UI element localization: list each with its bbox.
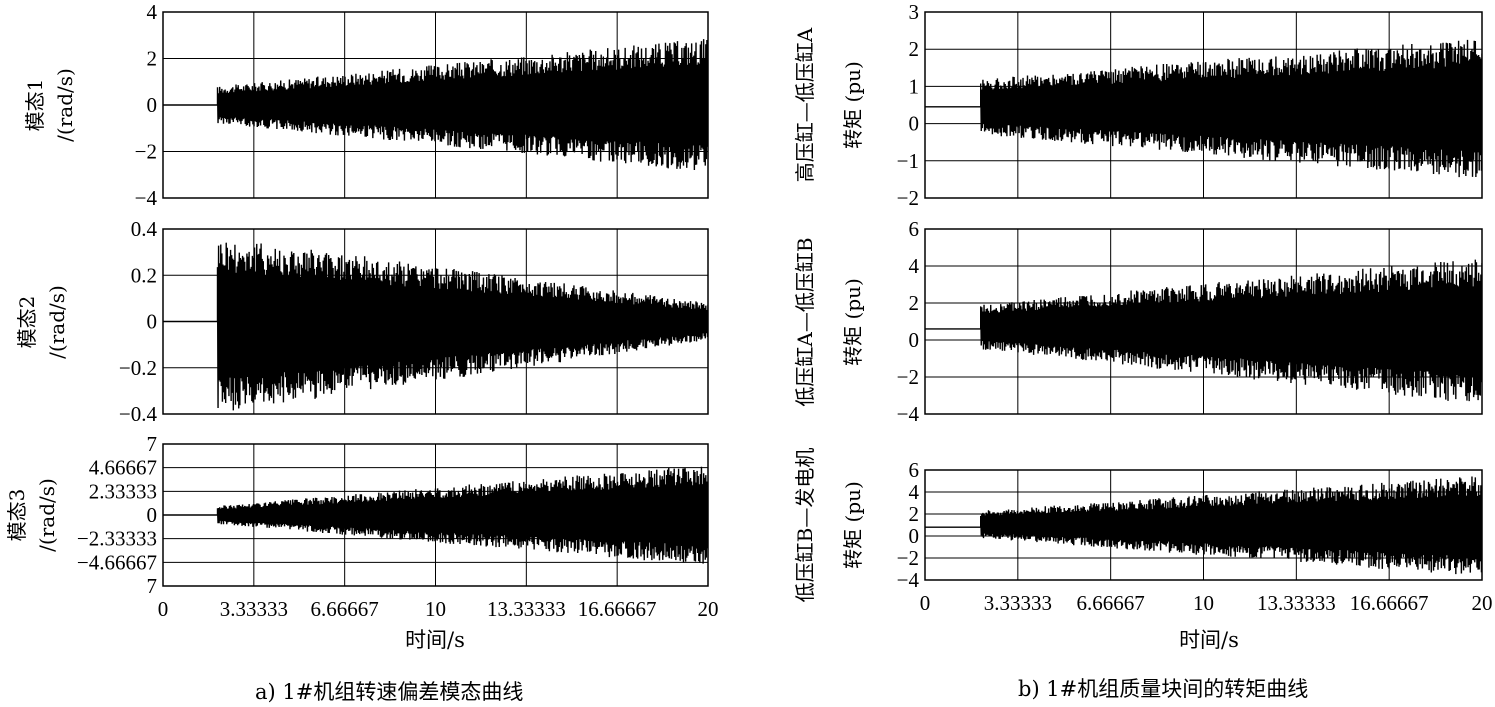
y-tick-label: 4	[147, 0, 158, 24]
y-axis-label-line1: 低压缸A—低压缸B	[793, 237, 817, 406]
y-tick-label: 6	[909, 458, 920, 482]
series-line	[163, 39, 708, 171]
y-tick-label: −4	[897, 402, 920, 426]
y-axis-label-line2: 转矩 (pu)	[841, 481, 865, 569]
y-tick-label: −2.33333	[77, 527, 157, 551]
y-tick-label: 2.33333	[89, 479, 157, 503]
series-line	[925, 259, 1482, 402]
x-tick-label: 6.66667	[311, 597, 379, 621]
y-tick-label: −4.66667	[77, 550, 157, 574]
x-tick-label: 16.66667	[1350, 591, 1429, 615]
y-tick-label: 1	[909, 74, 920, 98]
y-tick-label: −4	[135, 186, 158, 210]
x-tick-label: 16.66667	[578, 597, 657, 621]
y-axis-label-line2: /(rad/s)	[45, 285, 69, 359]
x-tick-label: 6.66667	[1077, 591, 1145, 615]
chart-a2: 0.4 0.2 0 −0.2 −0.4 模态2/(rad/s)	[15, 217, 709, 426]
y-tick-label: 0	[909, 328, 920, 352]
y-axis-label-line2: 转矩 (pu)	[841, 61, 865, 149]
chart-panels: 420−2−4模态1/(rad/s)0.40.20−0.2−0.4模态2/(ra…	[5, 0, 1493, 621]
y-tick-label: 0	[147, 310, 158, 334]
y-axis-label-line2: 转矩 (pu)	[841, 278, 865, 366]
y-tick-label: 4.66667	[89, 456, 157, 480]
series-line	[925, 476, 1482, 575]
y-tick-label: 4	[909, 480, 920, 504]
y-axis-label-line1: 模态2	[15, 296, 39, 349]
x-tick-label: 20	[698, 597, 719, 621]
y-tick-label: 0	[909, 524, 920, 548]
y-tick-label: −2	[897, 365, 919, 389]
x-tick-label: 0	[920, 591, 931, 615]
chart-a1: 4 2 0 −2 −4 模态1/(rad/s)	[23, 0, 709, 210]
y-axis-label-line1: 高压缸—低压缸A	[793, 27, 817, 182]
y-axis-label-line2: /(rad/s)	[53, 68, 77, 142]
y-tick-label: 2	[909, 291, 920, 315]
x-axis-label-left: 时间/s	[405, 628, 465, 652]
y-tick-label: 4	[909, 254, 920, 278]
y-tick-label: −4	[897, 568, 920, 592]
y-tick-label: −2	[897, 546, 919, 570]
x-tick-label: 10	[425, 597, 446, 621]
caption-right: b) 1#机组质量块间的转矩曲线	[1018, 677, 1309, 701]
y-tick-label: 2	[909, 502, 920, 526]
y-tick-label: 3	[909, 0, 920, 24]
y-tick-label: −2	[897, 186, 919, 210]
y-tick-label: 2	[909, 37, 920, 61]
x-axis-label-right: 时间/s	[1179, 628, 1239, 652]
y-axis-label-line1: 模态3	[5, 489, 29, 542]
y-tick-label: 0.4	[131, 217, 158, 241]
y-tick-label: 7	[147, 432, 158, 456]
y-tick-label: 0	[147, 93, 158, 117]
y-tick-label: −0.2	[119, 356, 157, 380]
x-tick-label: 0	[158, 597, 169, 621]
y-tick-label: −1	[897, 149, 919, 173]
series-line	[163, 242, 708, 411]
y-tick-label: 0	[909, 112, 920, 136]
chart-b2: 6 4 2 0 −2 −4 低压缸A—低压缸B 转矩 (pu)	[793, 217, 1483, 426]
y-tick-label: 6	[909, 217, 920, 241]
y-tick-label: 0.2	[131, 263, 157, 287]
y-tick-label: 7	[147, 574, 158, 598]
y-axis-label-line2: /(rad/s)	[35, 478, 59, 552]
y-tick-label: −0.4	[119, 402, 158, 426]
y-tick-label: 2	[147, 47, 158, 71]
x-tick-label: 3.33333	[220, 597, 288, 621]
series-line	[163, 466, 708, 564]
x-tick-label: 10	[1193, 591, 1214, 615]
y-tick-label: 0	[147, 503, 158, 527]
x-tick-label: 20	[1472, 591, 1493, 615]
y-axis-label-line1: 低压缸B—发电机	[793, 448, 817, 603]
y-tick-label: −2	[135, 140, 157, 164]
caption-left: a) 1#机组转速偏差模态曲线	[255, 680, 524, 704]
y-axis-label-line1: 模态1	[23, 79, 47, 132]
chart-b1: 3 2 1 0 −1 −2 高压缸—低压缸A 转矩 (pu)	[793, 0, 1483, 210]
x-tick-label: 13.33333	[1257, 591, 1336, 615]
x-tick-label: 13.33333	[487, 597, 566, 621]
series-line	[925, 39, 1482, 178]
x-tick-label: 3.33333	[984, 591, 1052, 615]
